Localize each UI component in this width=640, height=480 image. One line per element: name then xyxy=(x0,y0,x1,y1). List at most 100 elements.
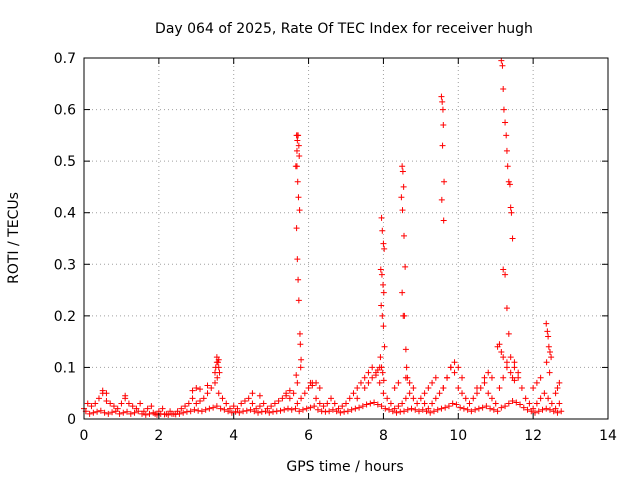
data-point xyxy=(204,390,211,397)
data-point xyxy=(189,395,196,402)
data-point xyxy=(511,359,518,366)
data-point xyxy=(508,209,515,216)
data-point xyxy=(296,330,303,337)
data-point xyxy=(500,85,507,92)
data-point xyxy=(288,406,295,413)
data-point xyxy=(406,390,413,397)
data-point xyxy=(256,403,263,410)
data-point xyxy=(432,374,439,381)
data-point xyxy=(92,400,99,407)
data-point xyxy=(460,405,467,412)
data-point xyxy=(464,406,471,413)
data-point xyxy=(369,374,376,381)
data-point xyxy=(320,403,327,410)
data-point xyxy=(451,369,458,376)
data-point xyxy=(294,137,301,144)
data-point xyxy=(401,408,408,415)
data-point xyxy=(112,408,119,415)
data-point xyxy=(488,374,495,381)
data-point xyxy=(125,400,132,407)
data-point xyxy=(328,395,335,402)
data-point xyxy=(492,400,499,407)
data-point xyxy=(548,354,555,361)
data-point xyxy=(293,147,300,154)
data-point xyxy=(198,408,205,415)
data-point xyxy=(266,409,273,416)
data-point xyxy=(511,377,518,384)
data-point xyxy=(438,196,445,203)
data-point xyxy=(439,142,446,149)
data-point xyxy=(481,379,488,386)
data-point xyxy=(363,401,370,408)
data-point xyxy=(295,142,302,149)
data-point xyxy=(271,400,278,407)
data-point xyxy=(142,411,149,418)
data-point xyxy=(284,405,291,412)
data-point xyxy=(109,409,116,416)
data-point xyxy=(379,369,386,376)
data-point xyxy=(204,382,211,389)
data-point xyxy=(283,392,290,399)
data-point xyxy=(401,312,408,319)
data-point xyxy=(354,385,361,392)
data-point xyxy=(524,406,531,413)
data-point xyxy=(419,406,426,413)
data-point xyxy=(137,400,144,407)
data-point xyxy=(399,168,406,175)
data-point xyxy=(387,400,394,407)
data-point xyxy=(296,152,303,159)
data-point xyxy=(439,98,446,105)
data-point xyxy=(127,410,134,417)
data-point xyxy=(558,408,565,415)
data-point xyxy=(399,207,406,214)
data-point xyxy=(95,395,102,402)
data-point xyxy=(139,410,146,417)
data-point xyxy=(326,408,333,415)
data-point xyxy=(505,330,512,337)
data-point xyxy=(146,410,153,417)
data-point xyxy=(110,403,117,410)
data-point xyxy=(380,323,387,330)
data-point xyxy=(200,395,207,402)
data-point xyxy=(505,400,512,407)
data-point xyxy=(249,390,256,397)
data-point xyxy=(124,408,131,415)
data-point xyxy=(352,405,359,412)
data-point xyxy=(84,400,91,407)
data-point xyxy=(434,406,441,413)
data-point xyxy=(228,409,235,416)
data-point xyxy=(275,397,282,404)
data-point xyxy=(539,406,546,413)
data-point xyxy=(216,369,223,376)
data-point xyxy=(543,320,550,327)
data-point xyxy=(247,406,254,413)
chart-title: Day 064 of 2025, Rate Of TEC Index for r… xyxy=(155,21,533,37)
data-point xyxy=(556,379,563,386)
data-point xyxy=(377,354,384,361)
data-point xyxy=(219,395,226,402)
data-point xyxy=(441,178,448,185)
data-point xyxy=(369,364,376,371)
data-point xyxy=(296,408,303,415)
data-point xyxy=(532,409,539,416)
data-point xyxy=(490,406,497,413)
data-point xyxy=(232,408,239,415)
data-point xyxy=(496,385,503,392)
data-point xyxy=(427,409,434,416)
data-point xyxy=(316,385,323,392)
data-point xyxy=(475,405,482,412)
data-point xyxy=(122,392,129,399)
data-point xyxy=(382,405,389,412)
data-point xyxy=(438,405,445,412)
data-point xyxy=(395,403,402,410)
data-point xyxy=(379,227,386,234)
data-point xyxy=(410,395,417,402)
data-point xyxy=(217,405,224,412)
data-point xyxy=(86,410,93,417)
data-point xyxy=(348,406,355,413)
data-point xyxy=(440,122,447,129)
y-tick-label: 0.2 xyxy=(54,309,76,325)
data-point xyxy=(544,328,551,335)
data-point xyxy=(503,359,510,366)
data-point xyxy=(500,266,507,273)
